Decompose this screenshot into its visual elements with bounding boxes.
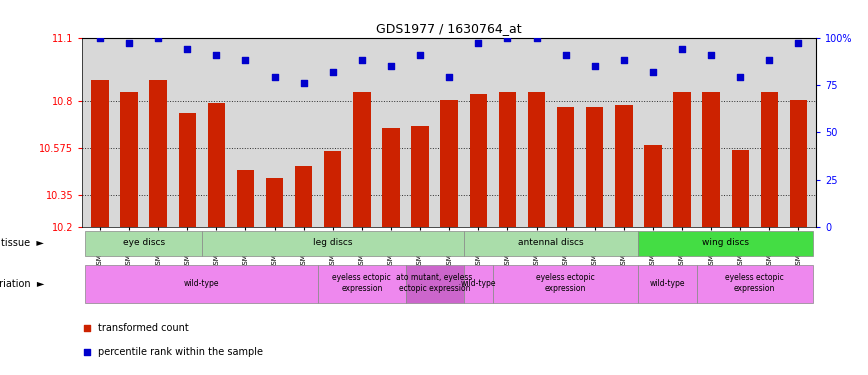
Text: eye discs: eye discs bbox=[122, 238, 165, 248]
Bar bbox=[470, 94, 487, 227]
Point bbox=[93, 34, 107, 40]
Title: GDS1977 / 1630764_at: GDS1977 / 1630764_at bbox=[377, 22, 522, 35]
Point bbox=[646, 69, 660, 75]
Text: tissue  ►: tissue ► bbox=[2, 238, 44, 248]
Point bbox=[355, 57, 369, 63]
Point bbox=[239, 57, 253, 63]
Text: wild-type: wild-type bbox=[461, 279, 496, 288]
Text: ato mutant, eyeless
ectopic expression: ato mutant, eyeless ectopic expression bbox=[397, 273, 473, 293]
Point bbox=[122, 40, 136, 46]
Point bbox=[413, 51, 427, 57]
Bar bbox=[405, 265, 464, 303]
Bar bbox=[324, 151, 341, 227]
Point bbox=[704, 51, 718, 57]
Bar bbox=[319, 265, 405, 303]
Text: eyeless ectopic
expression: eyeless ectopic expression bbox=[536, 273, 595, 293]
Bar bbox=[557, 107, 575, 227]
Point bbox=[617, 57, 631, 63]
Bar bbox=[638, 265, 697, 303]
Bar bbox=[464, 231, 638, 255]
Point bbox=[675, 46, 689, 52]
Bar bbox=[697, 265, 813, 303]
Bar bbox=[528, 92, 545, 227]
Bar bbox=[615, 105, 633, 227]
Bar bbox=[674, 92, 691, 227]
Bar bbox=[149, 80, 167, 227]
Bar bbox=[382, 128, 399, 227]
Bar bbox=[201, 231, 464, 255]
Bar bbox=[586, 107, 603, 227]
Point bbox=[326, 69, 339, 75]
Bar bbox=[638, 231, 813, 255]
Point bbox=[267, 74, 281, 80]
Point bbox=[417, 164, 431, 170]
Text: eyeless ectopic
expression: eyeless ectopic expression bbox=[332, 273, 391, 293]
Bar bbox=[644, 145, 661, 227]
Point bbox=[442, 74, 456, 80]
Bar bbox=[411, 126, 429, 227]
Text: eyeless ectopic
expression: eyeless ectopic expression bbox=[726, 273, 784, 293]
Point bbox=[297, 80, 311, 86]
Bar bbox=[237, 170, 254, 227]
Bar bbox=[121, 92, 138, 227]
Bar bbox=[207, 103, 225, 227]
Text: wild-type: wild-type bbox=[650, 279, 685, 288]
Bar bbox=[353, 92, 371, 227]
Bar bbox=[493, 265, 638, 303]
Point bbox=[559, 51, 573, 57]
Bar bbox=[499, 92, 516, 227]
Text: transformed count: transformed count bbox=[98, 323, 188, 333]
Text: genotype/variation  ►: genotype/variation ► bbox=[0, 279, 44, 289]
Point bbox=[151, 34, 165, 40]
Point bbox=[181, 46, 194, 52]
Bar bbox=[760, 92, 778, 227]
Bar bbox=[702, 92, 720, 227]
Point bbox=[733, 74, 747, 80]
Text: antennal discs: antennal discs bbox=[518, 238, 584, 248]
Point bbox=[792, 40, 806, 46]
Point bbox=[384, 63, 398, 69]
Text: wing discs: wing discs bbox=[702, 238, 749, 248]
Text: leg discs: leg discs bbox=[313, 238, 352, 248]
Bar bbox=[440, 100, 458, 227]
Point bbox=[209, 51, 223, 57]
Bar bbox=[85, 265, 319, 303]
Point bbox=[471, 40, 485, 46]
Bar bbox=[266, 178, 283, 227]
Bar bbox=[85, 231, 201, 255]
Bar bbox=[790, 100, 807, 227]
Bar bbox=[179, 113, 196, 227]
Point bbox=[762, 57, 776, 63]
Text: wild-type: wild-type bbox=[184, 279, 220, 288]
Point bbox=[588, 63, 602, 69]
Point bbox=[501, 34, 515, 40]
Bar bbox=[732, 150, 749, 227]
Bar bbox=[295, 166, 312, 227]
Bar bbox=[91, 80, 108, 227]
Text: percentile rank within the sample: percentile rank within the sample bbox=[98, 347, 263, 357]
Bar bbox=[464, 265, 493, 303]
Point bbox=[529, 34, 543, 40]
